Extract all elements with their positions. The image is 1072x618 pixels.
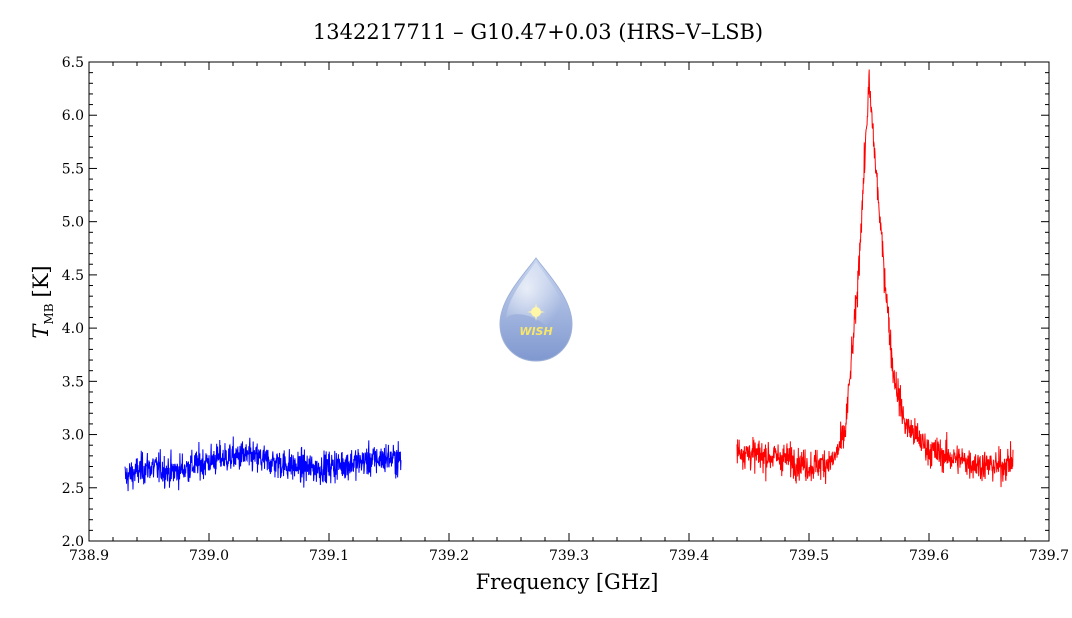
y-tick-label: 5.5 — [62, 161, 84, 177]
star-icon — [527, 303, 545, 321]
wish-logo: WISH — [499, 257, 573, 362]
drop-shine — [506, 262, 566, 338]
x-tick-label: 739.2 — [429, 548, 469, 564]
x-tick-label: 739.1 — [309, 548, 349, 564]
y-tick-label: 5.0 — [62, 215, 84, 231]
plot-area: 738.9 739.0 739.1 739.2 739.3 739.4 739.5 739.6… — [62, 55, 1069, 564]
x-tick-label: 739.3 — [549, 548, 589, 564]
y-axis-label-main: T — [29, 323, 53, 339]
x-axis-label: Frequency [GHz] — [476, 570, 659, 594]
svg-text:TMB[K]: TMB [K] — [29, 265, 56, 338]
series-line-red — [736, 69, 1014, 488]
logo-text: WISH — [519, 325, 552, 338]
y-tick-label: 3.0 — [62, 428, 84, 444]
y-tick-label: 6.5 — [62, 55, 84, 71]
x-tick-label: 738.9 — [69, 548, 109, 564]
chart-title: 1342217711 – G10.47+0.03 (HRS–V–LSB) — [313, 20, 763, 44]
y-tick-label: 2.0 — [62, 534, 84, 550]
ticks-layer: 738.9 739.0 739.1 739.2 739.3 739.4 739.5 739.6… — [62, 55, 1069, 564]
x-tick-label: 739.7 — [1029, 548, 1069, 564]
series-layer — [124, 69, 1014, 492]
y-axis-label-unit: [K] — [29, 265, 53, 297]
y-tick-label: 6.0 — [62, 108, 84, 124]
x-tick-label: 739.0 — [189, 548, 229, 564]
x-tick-label: 739.5 — [789, 548, 829, 564]
y-axis-label: TMB [K] — [29, 265, 56, 338]
y-tick-label: 4.0 — [62, 321, 84, 337]
x-tick-label: 739.4 — [669, 548, 709, 564]
x-tick-label: 739.6 — [909, 548, 949, 564]
series-line-blue — [124, 436, 402, 492]
y-tick-label: 4.5 — [62, 268, 84, 284]
y-axis-label-sub: MB — [42, 303, 56, 324]
plot-frame — [88, 61, 1050, 542]
y-tick-label: 3.5 — [62, 374, 84, 390]
y-tick-label: 2.5 — [62, 481, 84, 497]
